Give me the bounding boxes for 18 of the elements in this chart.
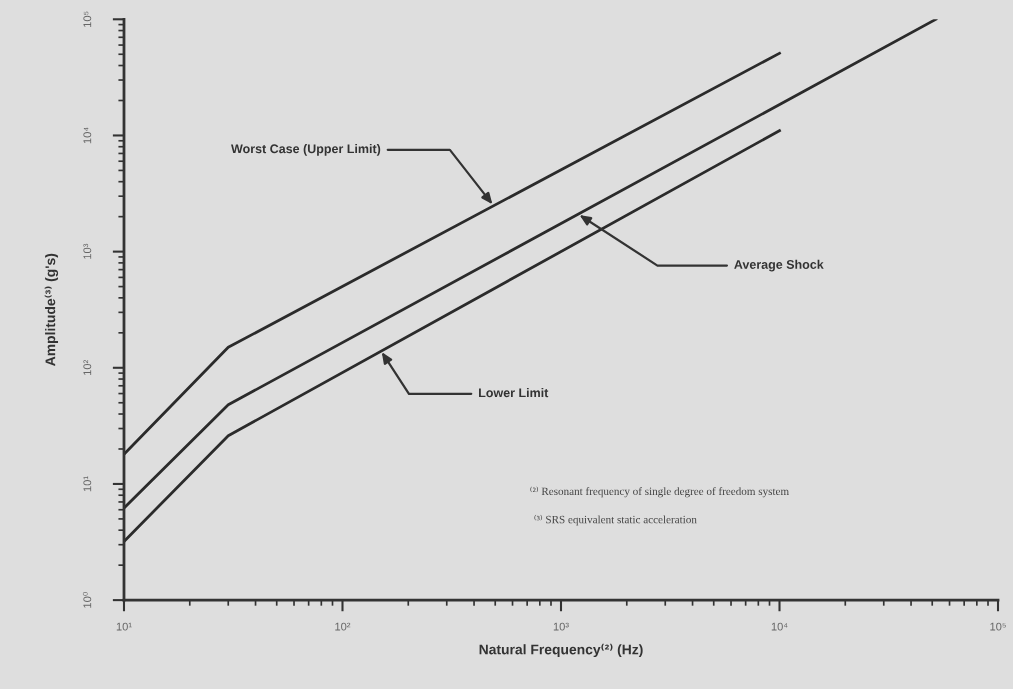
y-axis-title: Amplitude⁽³⁾ (g's) [44,253,59,366]
x-tick-label: 10¹ [116,622,132,631]
x-tick-label: 10² [335,622,351,631]
x-tick-label: 10⁵ [990,622,1006,631]
y-tick-label: 10² [83,359,92,375]
x-tick-label: 10⁴ [771,622,788,631]
y-tick-label: 10⁵ [83,11,92,27]
y-tick-label: 10¹ [83,476,92,492]
annotation: Lower Limit [479,388,549,398]
annotation: ⁽³⁾ SRS equivalent static acceleration [534,514,697,526]
y-tick-label: 10⁰ [82,592,92,608]
x-tick-label: 10³ [553,622,569,631]
annotation: ⁽²⁾ Resonant frequency of single degree of freedom system [530,486,789,498]
y-tick-label: 10³ [83,243,92,259]
y-tick-label: 10⁴ [83,127,92,144]
annotation: Average Shock [734,259,824,272]
annotation: Worst Case (Upper Limit) [231,144,381,156]
x-axis-title: Natural Frequency⁽²⁾ (Hz) [479,643,643,658]
